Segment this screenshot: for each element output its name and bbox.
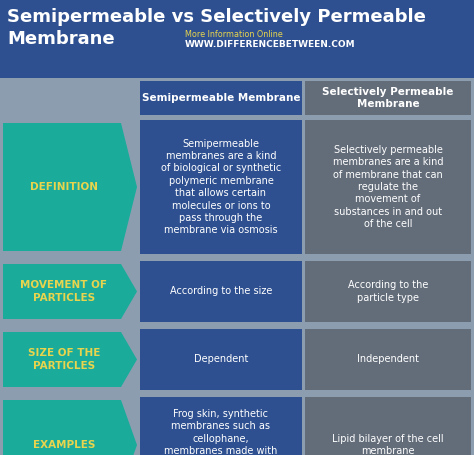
Text: Selectively permeable
membranes are a kind
of membrane that can
regulate the
mov: Selectively permeable membranes are a ki…	[333, 145, 443, 229]
FancyBboxPatch shape	[140, 397, 302, 455]
FancyBboxPatch shape	[305, 261, 471, 322]
Text: According to the
particle type: According to the particle type	[348, 280, 428, 303]
Text: Semipermeable vs Selectively Permeable: Semipermeable vs Selectively Permeable	[7, 8, 426, 26]
FancyBboxPatch shape	[0, 327, 474, 392]
FancyBboxPatch shape	[140, 329, 302, 390]
Text: WWW.DIFFERENCEBETWEEN.COM: WWW.DIFFERENCEBETWEEN.COM	[185, 40, 356, 49]
Polygon shape	[3, 332, 137, 387]
Text: Semipermeable Membrane: Semipermeable Membrane	[142, 93, 300, 103]
Text: Dependent: Dependent	[194, 354, 248, 364]
FancyBboxPatch shape	[140, 120, 302, 254]
Text: More Information Online: More Information Online	[185, 30, 283, 39]
FancyBboxPatch shape	[140, 261, 302, 322]
FancyBboxPatch shape	[305, 397, 471, 455]
FancyBboxPatch shape	[0, 259, 474, 324]
FancyBboxPatch shape	[305, 329, 471, 390]
Text: According to the size: According to the size	[170, 287, 272, 297]
Polygon shape	[3, 264, 137, 319]
FancyBboxPatch shape	[0, 395, 474, 455]
Polygon shape	[3, 400, 137, 455]
Text: Independent: Independent	[357, 354, 419, 364]
Text: Semipermeable
membranes are a kind
of biological or synthetic
polymeric membrane: Semipermeable membranes are a kind of bi…	[161, 139, 281, 235]
FancyBboxPatch shape	[0, 0, 474, 78]
Text: Lipid bilayer of the cell
membrane: Lipid bilayer of the cell membrane	[332, 434, 444, 455]
Text: SIZE OF THE
PARTICLES: SIZE OF THE PARTICLES	[28, 348, 100, 371]
Text: Selectively Permeable
Membrane: Selectively Permeable Membrane	[322, 87, 454, 109]
Text: EXAMPLES: EXAMPLES	[33, 440, 95, 450]
Polygon shape	[3, 123, 137, 251]
Text: MOVEMENT OF
PARTICLES: MOVEMENT OF PARTICLES	[20, 280, 108, 303]
Text: DEFINITION: DEFINITION	[30, 182, 98, 192]
FancyBboxPatch shape	[0, 118, 474, 256]
Text: Membrane: Membrane	[7, 30, 115, 48]
Text: Frog skin, synthetic
membranes such as
cellophane,
membranes made with
polyvinyl: Frog skin, synthetic membranes such as c…	[164, 409, 278, 455]
FancyBboxPatch shape	[140, 81, 302, 115]
FancyBboxPatch shape	[305, 81, 471, 115]
FancyBboxPatch shape	[305, 120, 471, 254]
